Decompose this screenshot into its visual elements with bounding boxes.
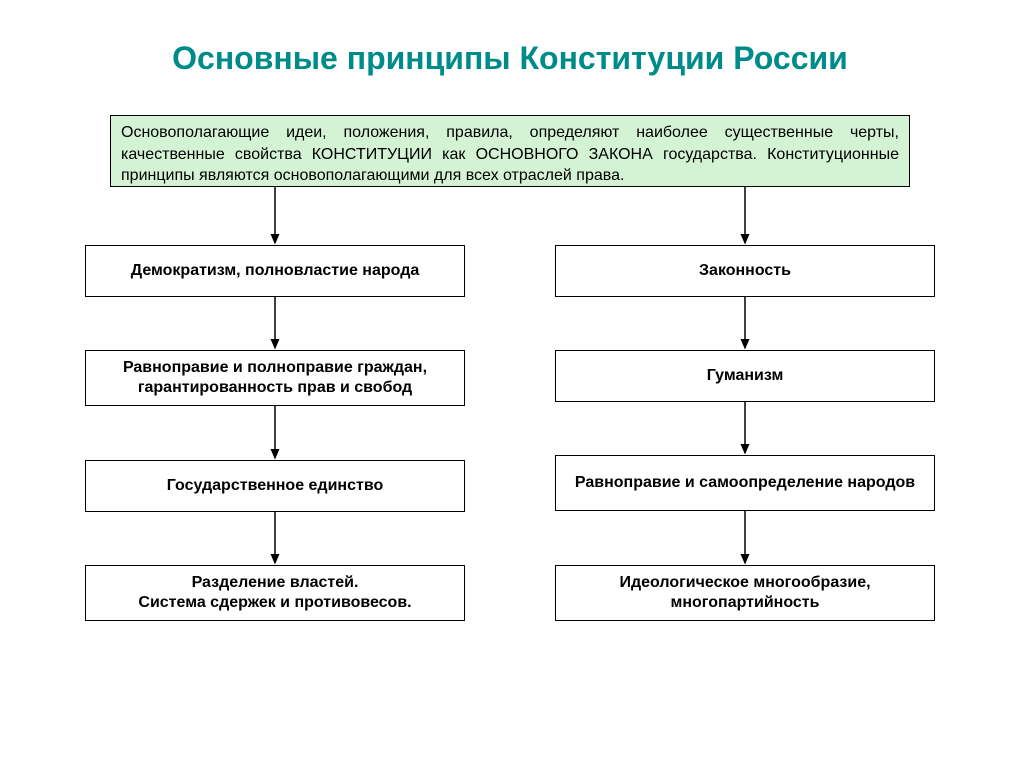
node-democracy: Демократизм, полновластие народа [85, 245, 465, 297]
node-humanism: Гуманизм [555, 350, 935, 402]
node-state-unity: Государственное единство [85, 460, 465, 512]
node-equality-citizens: Равноправие и полноправие граждан, гаран… [85, 350, 465, 406]
page-title: Основные принципы Конституции России [80, 40, 940, 77]
intro-definition-box: Основополагающие идеи, положения, правил… [110, 115, 910, 187]
node-self-determination: Равноправие и самоопределение народов [555, 455, 935, 511]
node-separation-powers: Разделение властей. Система сдержек и пр… [85, 565, 465, 621]
node-ideological-diversity: Идеологическое многообразие, многопартий… [555, 565, 935, 621]
node-legality: Законность [555, 245, 935, 297]
